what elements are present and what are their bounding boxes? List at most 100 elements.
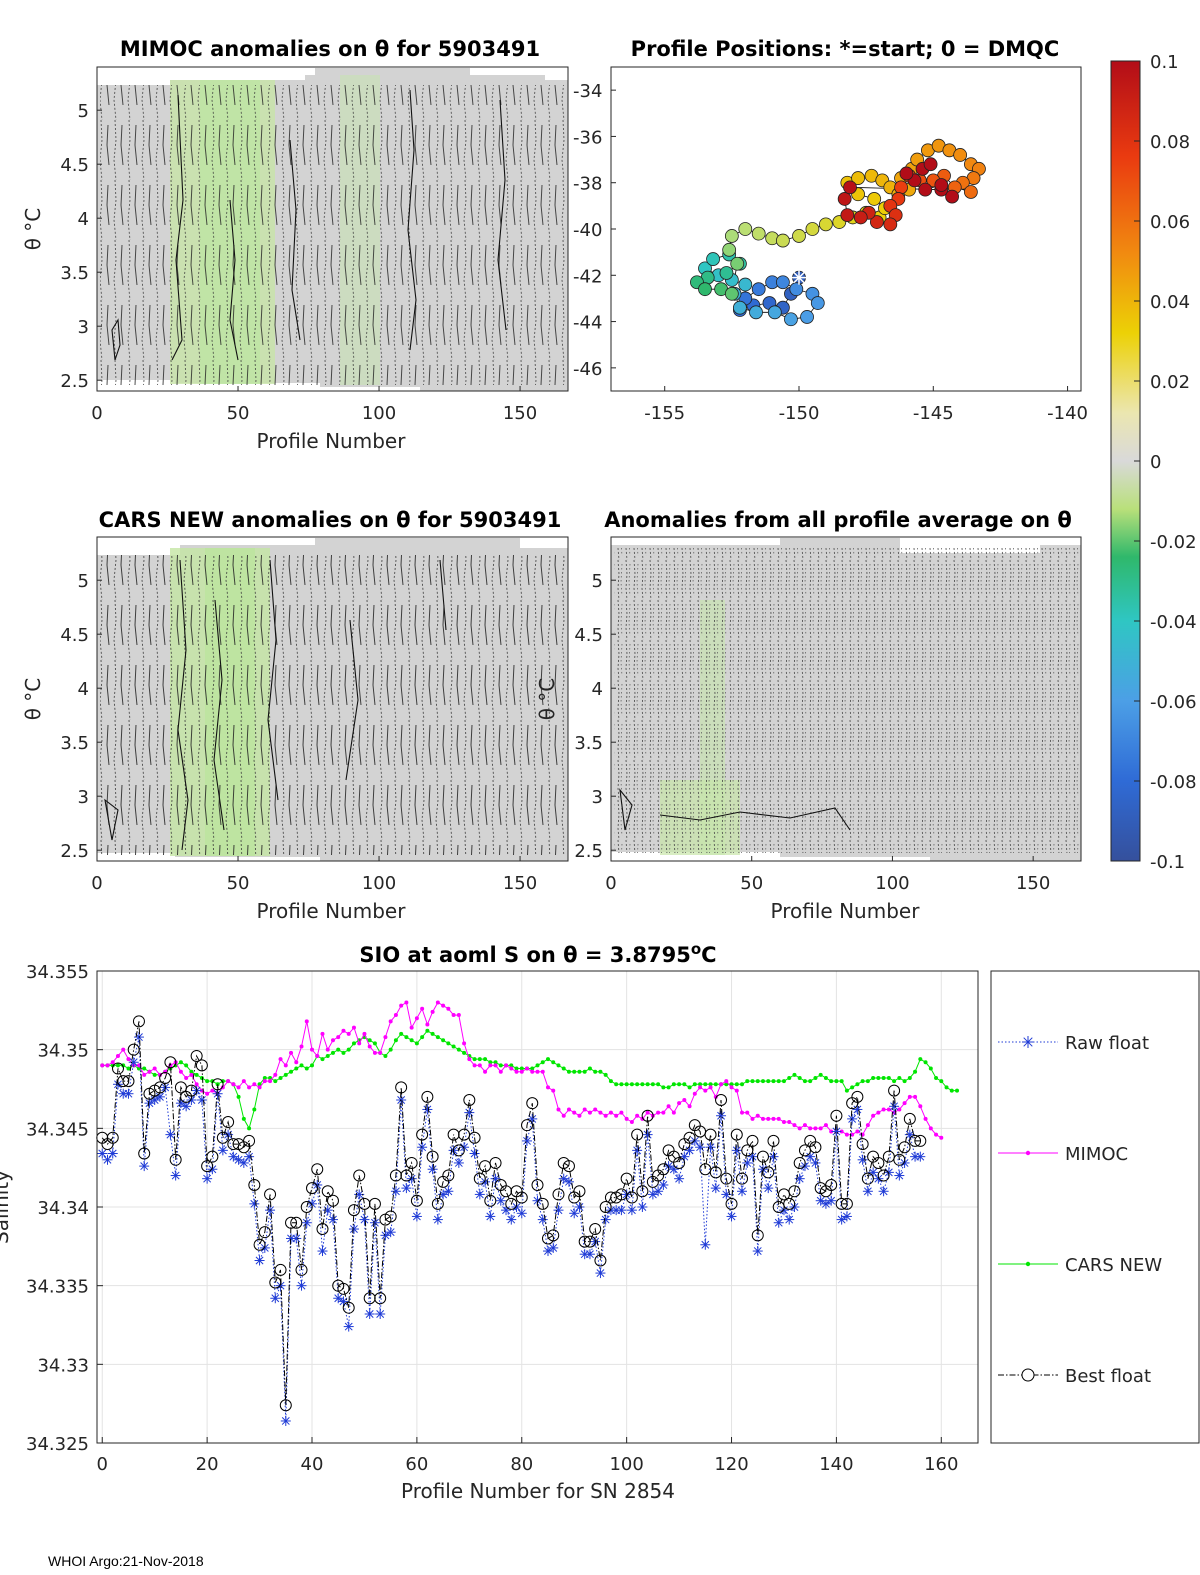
point-cars-new [446,1041,451,1046]
point-mimoc [729,1085,734,1090]
allavg-ytick-label: 4.5 [574,625,603,646]
point-mimoc [766,1116,771,1121]
point-mimoc [551,1088,556,1093]
positions-ytick-label: -42 [573,266,602,287]
mimoc-ytick-label: 4 [78,209,89,230]
point-raw-float [679,1151,690,1162]
point-raw-float [653,1186,664,1197]
point-raw-float [464,1107,475,1118]
point-mimoc [372,1050,377,1055]
point-best-float [159,1071,172,1084]
point-cars-new [268,1075,273,1080]
point-best-float [431,1197,444,1210]
point-cars-new [934,1075,939,1080]
point-cars-new [593,1069,598,1074]
point-cars-new [949,1088,954,1093]
colorbar-tick-label: -0.04 [1150,612,1197,633]
point-raw-float [238,1157,249,1168]
series-raw-float [97,1032,926,1426]
salinity-title-main: SIO at aoml S on θ = 3.8795 [359,943,690,967]
point-raw-float [537,1214,548,1225]
point-raw-float [133,1032,144,1043]
point-raw-float [626,1205,637,1216]
point-raw-float [359,1214,370,1225]
point-best-float [447,1128,460,1141]
point-cars-new [603,1072,608,1077]
point-cars-new [913,1069,918,1074]
point-cars-new [918,1057,923,1062]
position-point [918,182,933,197]
point-best-float [337,1282,350,1295]
point-mimoc [315,1053,320,1058]
allavg-ytick-label: 4 [592,679,603,700]
point-raw-float [265,1205,276,1216]
point-mimoc [236,1085,241,1090]
point-best-float [526,1097,539,1110]
point-best-float [164,1056,177,1069]
point-cars-new [367,1038,372,1043]
point-best-float [825,1178,838,1191]
point-mimoc [420,1006,425,1011]
point-raw-float [548,1242,559,1253]
position-point [963,185,978,199]
position-point [923,157,938,172]
point-cars-new [703,1082,708,1087]
point-best-float [442,1169,455,1182]
point-cars-new [142,1066,147,1071]
point-raw-float [490,1173,501,1184]
allavg-ytick-label: 2.5 [574,841,603,862]
allavg-xlabel: Profile Number [771,899,921,923]
point-cars-new [708,1082,713,1087]
point-best-float [342,1301,355,1314]
point-best-float [416,1128,429,1141]
point-mimoc [205,1091,210,1096]
point-mimoc [294,1060,299,1065]
point-best-float [117,1075,130,1088]
point-raw-float [317,1246,328,1257]
point-cars-new [409,1038,414,1043]
point-cars-new [766,1079,771,1084]
point-mimoc [115,1053,120,1058]
point-mimoc [545,1085,550,1090]
positions-axes [610,66,1082,392]
salinity-title-end: C [701,943,716,967]
point-cars-new [860,1079,865,1084]
point-cars-new [582,1069,587,1074]
point-cars-new [755,1079,760,1084]
point-best-float [573,1185,586,1198]
point-raw-float [595,1268,606,1279]
point-cars-new [844,1088,849,1093]
point-mimoc [865,1123,870,1128]
point-mimoc [304,1019,309,1024]
point-raw-float [327,1214,338,1225]
point-mimoc [797,1126,802,1131]
position-point [719,266,734,280]
point-raw-float [553,1205,564,1216]
position-point [730,256,745,271]
legend-label-raw-float: Raw float [1065,1033,1149,1054]
point-mimoc [671,1110,676,1115]
point-mimoc [147,1069,152,1074]
point-raw-float [768,1151,779,1162]
point-cars-new [750,1079,755,1084]
legend-label-mimoc: MIMOC [1065,1144,1128,1165]
point-best-float [190,1049,203,1062]
position-point [789,282,804,297]
cars-axes [96,536,569,862]
point-mimoc [808,1126,813,1131]
point-cars-new [430,1031,435,1036]
point-best-float [657,1163,670,1176]
point-best-float [400,1169,413,1182]
salinity-ytick-label: 34.34 [37,1198,89,1219]
point-mimoc [121,1047,126,1052]
allavg-panel: Anomalies from all profile average on θ … [535,508,1082,923]
point-mimoc [760,1116,765,1121]
point-raw-float [380,1230,391,1241]
point-cars-new [346,1047,351,1052]
point-best-float [306,1182,319,1195]
point-mimoc [844,1132,849,1137]
point-raw-float [202,1173,213,1184]
position-point [894,180,908,195]
point-raw-float [522,1135,533,1146]
